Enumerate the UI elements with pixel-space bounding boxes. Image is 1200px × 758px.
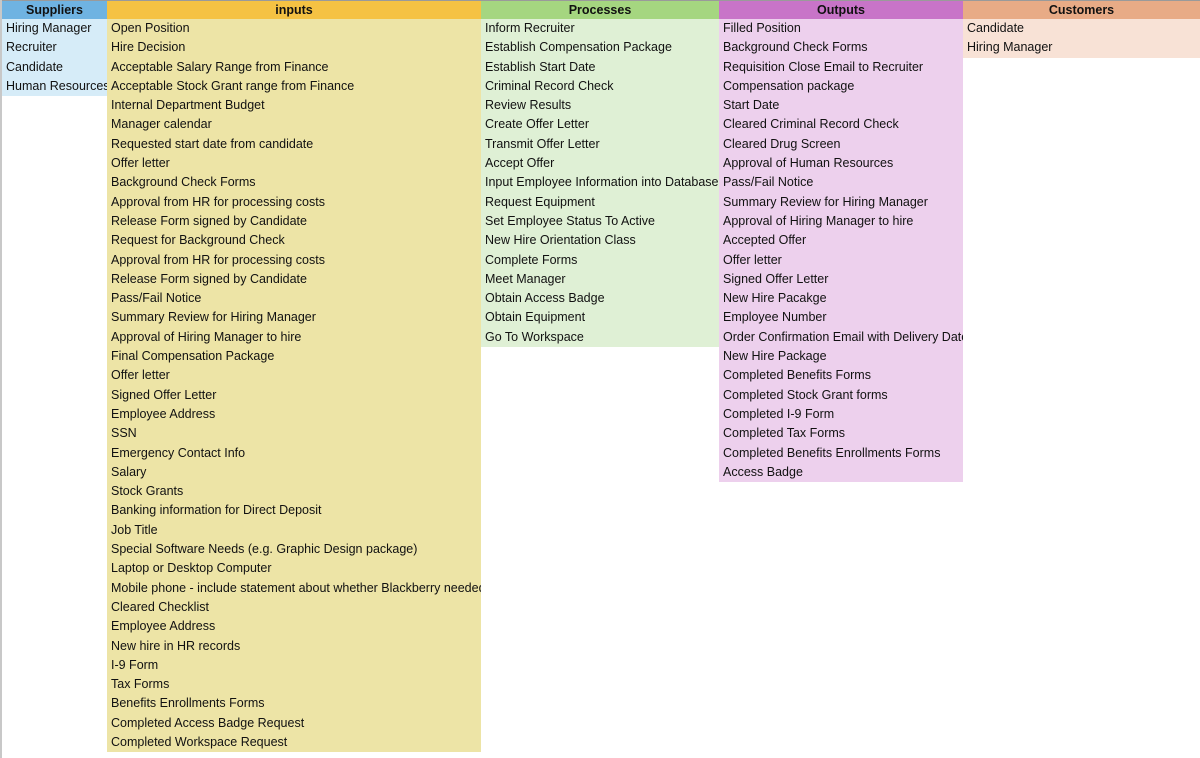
inputs-cell[interactable]: Completed Access Badge Request	[107, 713, 481, 733]
outputs-cell[interactable]: Requisition Close Email to Recruiter	[719, 57, 963, 77]
outputs-cell[interactable]: New Hire Package	[719, 347, 963, 367]
customers-cell[interactable]: Hiring Manager	[963, 38, 1200, 58]
column-inputs: inputs Open Position Hire Decision Acceptab…	[107, 1, 481, 753]
inputs-cell[interactable]: Special Software Needs (e.g. Graphic Des…	[107, 540, 481, 560]
outputs-cell[interactable]: Pass/Fail Notice	[719, 173, 963, 193]
processes-cell[interactable]: Meet Manager	[481, 269, 719, 290]
outputs-cell[interactable]: Compensation package	[719, 76, 963, 97]
processes-cell[interactable]: Complete Forms	[481, 250, 719, 270]
outputs-cell[interactable]: Signed Offer Letter	[719, 269, 963, 290]
outputs-cell[interactable]: Order Confirmation Email with Delivery D…	[719, 327, 963, 348]
inputs-cell[interactable]: Background Check Forms	[107, 173, 481, 193]
inputs-cell[interactable]: Approval from HR for processing costs	[107, 250, 481, 270]
inputs-cell[interactable]: Stock Grants	[107, 482, 481, 502]
outputs-cell[interactable]: Completed Tax Forms	[719, 424, 963, 444]
outputs-cell[interactable]: Completed I-9 Form	[719, 404, 963, 425]
processes-cell[interactable]: Review Results	[481, 96, 719, 116]
inputs-cell[interactable]: Manager calendar	[107, 115, 481, 135]
outputs-cell[interactable]: Approval of Hiring Manager to hire	[719, 211, 963, 232]
processes-cell[interactable]: New Hire Orientation Class	[481, 231, 719, 251]
inputs-cell[interactable]: Pass/Fail Notice	[107, 289, 481, 309]
customers-cell[interactable]: Candidate	[963, 19, 1200, 39]
inputs-cell[interactable]: Signed Offer Letter	[107, 385, 481, 405]
row-header-edge	[0, 0, 2, 758]
header-suppliers[interactable]: Suppliers	[2, 1, 107, 19]
outputs-cell[interactable]: Offer letter	[719, 250, 963, 270]
inputs-cell[interactable]: Tax Forms	[107, 675, 481, 695]
outputs-cell[interactable]: Filled Position	[719, 19, 963, 39]
inputs-cell[interactable]: Final Compensation Package	[107, 347, 481, 367]
processes-cell[interactable]: Transmit Offer Letter	[481, 134, 719, 155]
outputs-cell[interactable]: Accepted Offer	[719, 231, 963, 251]
outputs-cell[interactable]: Employee Number	[719, 308, 963, 328]
inputs-cell[interactable]: Salary	[107, 462, 481, 483]
column-customers: Customers Candidate Hiring Manager	[963, 1, 1200, 58]
column-suppliers: Suppliers Hiring Manager Recruiter Candidat…	[2, 1, 107, 97]
top-border	[0, 0, 1200, 1]
processes-cell[interactable]: Inform Recruiter	[481, 19, 719, 39]
inputs-cell[interactable]: Acceptable Salary Range from Finance	[107, 57, 481, 77]
inputs-cell[interactable]: New hire in HR records	[107, 636, 481, 656]
inputs-cell[interactable]: Hire Decision	[107, 38, 481, 58]
inputs-cell[interactable]: Internal Department Budget	[107, 96, 481, 116]
inputs-cell[interactable]: Requested start date from candidate	[107, 134, 481, 155]
suppliers-cell[interactable]: Hiring Manager	[2, 19, 107, 39]
header-processes[interactable]: Processes	[481, 1, 719, 19]
suppliers-cell[interactable]: Candidate	[2, 57, 107, 77]
inputs-cell[interactable]: Employee Address	[107, 404, 481, 425]
outputs-cell[interactable]: Cleared Criminal Record Check	[719, 115, 963, 135]
processes-cell[interactable]: Request Equipment	[481, 192, 719, 212]
column-processes: Processes Inform Recruiter Establish Compe…	[481, 1, 719, 348]
inputs-cell[interactable]: Employee Address	[107, 617, 481, 637]
inputs-cell[interactable]: Banking information for Direct Deposit	[107, 501, 481, 521]
inputs-cell[interactable]: Approval of Hiring Manager to hire	[107, 327, 481, 348]
processes-cell[interactable]: Obtain Access Badge	[481, 289, 719, 309]
inputs-cell[interactable]: Offer letter	[107, 154, 481, 174]
header-outputs[interactable]: Outputs	[719, 1, 963, 19]
inputs-cell[interactable]: Request for Background Check	[107, 231, 481, 251]
inputs-cell[interactable]: Cleared Checklist	[107, 597, 481, 618]
outputs-cell[interactable]: Background Check Forms	[719, 38, 963, 58]
inputs-cell[interactable]: Completed Workspace Request	[107, 732, 481, 753]
inputs-cell[interactable]: Acceptable Stock Grant range from Financ…	[107, 76, 481, 97]
processes-cell[interactable]: Accept Offer	[481, 154, 719, 174]
suppliers-cell[interactable]: Human Resources	[2, 76, 107, 97]
inputs-cell[interactable]: Approval from HR for processing costs	[107, 192, 481, 212]
inputs-cell[interactable]: Summary Review for Hiring Manager	[107, 308, 481, 328]
processes-cell[interactable]: Set Employee Status To Active	[481, 211, 719, 232]
suppliers-cell[interactable]: Recruiter	[2, 38, 107, 58]
outputs-cell[interactable]: Completed Stock Grant forms	[719, 385, 963, 405]
inputs-cell[interactable]: SSN	[107, 424, 481, 444]
inputs-cell[interactable]: Offer letter	[107, 366, 481, 386]
inputs-cell[interactable]: I-9 Form	[107, 655, 481, 676]
inputs-cell[interactable]: Job Title	[107, 520, 481, 541]
processes-cell[interactable]: Obtain Equipment	[481, 308, 719, 328]
processes-cell[interactable]: Go To Workspace	[481, 327, 719, 348]
inputs-cell[interactable]: Mobile phone - include statement about w…	[107, 578, 481, 598]
outputs-cell[interactable]: Summary Review for Hiring Manager	[719, 192, 963, 212]
inputs-cell[interactable]: Release Form signed by Candidate	[107, 269, 481, 290]
outputs-cell[interactable]: Cleared Drug Screen	[719, 134, 963, 155]
inputs-cell[interactable]: Laptop or Desktop Computer	[107, 559, 481, 579]
inputs-cell[interactable]: Release Form signed by Candidate	[107, 211, 481, 232]
outputs-cell[interactable]: Start Date	[719, 96, 963, 116]
column-outputs: Outputs Filled Position Background Check F…	[719, 1, 963, 483]
processes-cell[interactable]: Create Offer Letter	[481, 115, 719, 135]
outputs-cell[interactable]: Approval of Human Resources	[719, 154, 963, 174]
outputs-cell[interactable]: Completed Benefits Forms	[719, 366, 963, 386]
processes-cell[interactable]: Criminal Record Check	[481, 76, 719, 97]
processes-cell[interactable]: Input Employee Information into Database	[481, 173, 719, 193]
outputs-cell[interactable]: Completed Benefits Enrollments Forms	[719, 443, 963, 463]
outputs-cell[interactable]: New Hire Pacakge	[719, 289, 963, 309]
inputs-cell[interactable]: Open Position	[107, 19, 481, 39]
outputs-cell[interactable]: Access Badge	[719, 462, 963, 483]
header-inputs[interactable]: inputs	[107, 1, 481, 19]
processes-cell[interactable]: Establish Compensation Package	[481, 38, 719, 58]
header-customers[interactable]: Customers	[963, 1, 1200, 19]
processes-cell[interactable]: Establish Start Date	[481, 57, 719, 77]
inputs-cell[interactable]: Emergency Contact Info	[107, 443, 481, 463]
inputs-cell[interactable]: Benefits Enrollments Forms	[107, 694, 481, 714]
